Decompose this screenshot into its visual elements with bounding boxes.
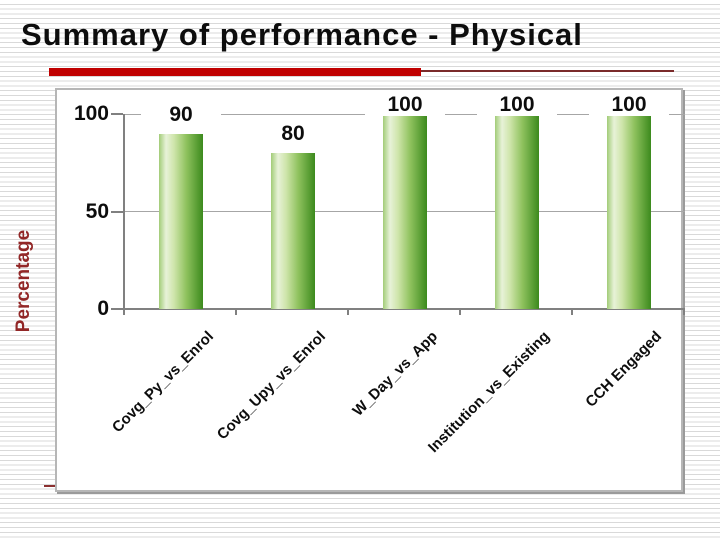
y-tick-mark (111, 210, 123, 213)
bar-Covg_Upy_vs_Enrol (271, 153, 315, 309)
y-tick-mark (111, 113, 123, 115)
bar-Covg_Py_vs_Enrol (159, 133, 203, 309)
title-underline-thick (49, 68, 421, 76)
y-axis-line (123, 114, 125, 310)
x-tick-mark (123, 310, 125, 315)
y-tick-label: 100 (73, 102, 109, 125)
bar-value-label: 100 (477, 94, 557, 116)
y-tick-mark (111, 308, 123, 310)
x-tick-mark (571, 310, 573, 315)
decorative-red-dash (44, 485, 56, 487)
x-tick-mark (347, 310, 349, 315)
slide-title: Summary of performance - Physical (21, 17, 583, 52)
x-tick-mark (683, 310, 685, 315)
bar-value-label: 90 (141, 103, 221, 126)
x-axis-line (123, 308, 685, 310)
y-tick-label: 50 (85, 199, 109, 223)
x-tick-mark (235, 310, 237, 315)
plot-area: 90 80 100 100 100 (125, 94, 685, 309)
bar-chart: 90 80 100 100 100 100 50 0 Covg_Py_vs_Enrol Covg… (55, 88, 685, 492)
bar-value-label: 100 (365, 94, 445, 116)
bar-value-label: 100 (589, 94, 669, 116)
bar-W_Day_vs_App (383, 114, 427, 309)
y-axis-title: Percentage (13, 229, 34, 333)
bar-value-label: 80 (253, 123, 333, 145)
y-tick-label: 0 (97, 297, 109, 320)
bar-CCH Engaged (607, 114, 651, 309)
bar-Institution_vs_Existing (495, 114, 539, 309)
x-tick-mark (459, 310, 461, 315)
title-underline-thin (421, 70, 674, 72)
